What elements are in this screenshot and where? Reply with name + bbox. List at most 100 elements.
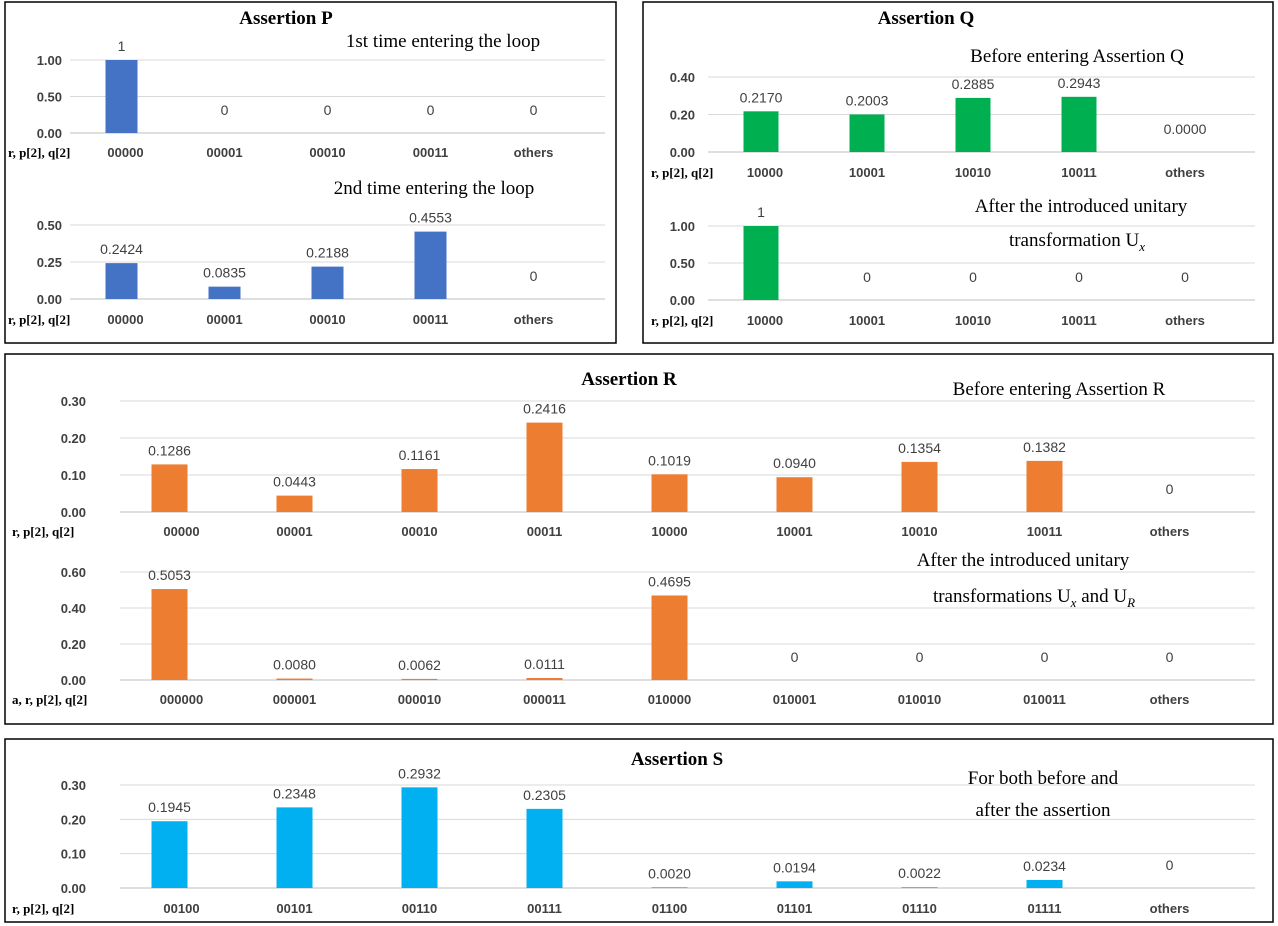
category-label: 00111 <box>527 901 562 916</box>
data-label: 0.0940 <box>773 455 816 471</box>
y-tick-label: 0.00 <box>61 505 86 520</box>
bar <box>151 464 188 512</box>
data-label: 0 <box>1166 649 1174 665</box>
category-label: 10011 <box>1027 524 1062 539</box>
category-label: others <box>1150 692 1190 707</box>
data-label: 0.0194 <box>773 859 816 875</box>
data-label: 0.2003 <box>846 92 889 108</box>
bar <box>1061 96 1097 152</box>
panel-frame-r <box>4 353 1274 725</box>
x-axis-label: a, r, p[2], q[2] <box>12 692 87 707</box>
bar <box>901 461 938 512</box>
category-label: 00000 <box>107 312 143 327</box>
bar <box>151 821 188 888</box>
x-axis-label: r, p[2], q[2] <box>651 313 713 328</box>
data-label: 0.2932 <box>398 765 441 781</box>
category-label: 00001 <box>206 312 242 327</box>
data-label: 0.0835 <box>203 265 246 281</box>
bar <box>1026 879 1063 888</box>
bar <box>743 226 779 300</box>
category-label: 00011 <box>413 312 448 327</box>
data-label: 0 <box>427 102 435 118</box>
annotation-s-line1: For both before and <box>968 768 1119 789</box>
data-label: 0.0062 <box>398 657 441 673</box>
bar <box>776 881 813 888</box>
y-tick-label: 0.00 <box>61 673 86 688</box>
data-label: 0 <box>221 102 229 118</box>
data-label: 1 <box>757 204 765 220</box>
data-label: 0.2305 <box>523 787 566 803</box>
bar <box>955 97 991 152</box>
bar <box>526 422 563 512</box>
data-label: 0.1019 <box>648 452 691 468</box>
data-label: 0 <box>1181 269 1189 285</box>
category-label: 10010 <box>901 524 937 539</box>
bar <box>526 678 563 680</box>
y-tick-label: 0.00 <box>670 145 695 160</box>
y-tick-label: 0.40 <box>61 601 86 616</box>
category-label: 00011 <box>527 524 562 539</box>
category-label: 000011 <box>523 692 566 707</box>
data-label: 0 <box>863 269 871 285</box>
data-label: 0 <box>530 268 538 284</box>
category-label: 10000 <box>651 524 687 539</box>
title-assertion-q: Assertion Q <box>878 8 975 29</box>
data-label: 0.0443 <box>273 474 316 490</box>
data-label: 0.2424 <box>100 241 143 257</box>
category-label: 010010 <box>898 692 941 707</box>
y-tick-label: 0.00 <box>670 293 695 308</box>
category-label: 10011 <box>1061 165 1096 180</box>
y-tick-label: 0.10 <box>61 847 86 862</box>
data-label: 1 <box>118 38 126 54</box>
data-label: 0.1161 <box>399 447 441 463</box>
chart-layer: 0.000.501.001000000000010000100000110oth… <box>8 38 1255 916</box>
annotation-r2-line1: After the introduced unitary <box>917 550 1130 571</box>
data-label: 0.2188 <box>306 245 349 261</box>
y-tick-label: 0.20 <box>61 431 86 446</box>
y-tick-label: 1.00 <box>37 53 62 68</box>
category-label: 010011 <box>1023 692 1066 707</box>
bar <box>208 286 241 299</box>
bar <box>901 887 938 888</box>
data-label: 0.1354 <box>898 440 941 456</box>
bar <box>151 589 188 680</box>
y-tick-label: 1.00 <box>670 219 695 234</box>
data-label: 0.4553 <box>409 210 452 226</box>
bar <box>276 495 313 512</box>
data-label: 0 <box>1166 857 1174 873</box>
bar <box>776 477 813 512</box>
x-axis-label: r, p[2], q[2] <box>8 312 70 327</box>
bar <box>311 266 344 299</box>
y-tick-label: 0.25 <box>37 255 62 270</box>
bar <box>401 678 438 680</box>
data-label: 0 <box>324 102 332 118</box>
bar <box>276 678 313 680</box>
category-label: 00101 <box>276 901 312 916</box>
category-label: others <box>1165 313 1205 328</box>
panel-frame-q <box>642 1 1274 344</box>
category-label: 00010 <box>401 524 437 539</box>
y-tick-label: 0.00 <box>37 292 62 307</box>
data-label: 0.0080 <box>273 657 316 673</box>
annotation-q1: Before entering Assertion Q <box>970 46 1184 67</box>
category-label: others <box>1150 901 1190 916</box>
title-assertion-s: Assertion S <box>631 749 723 770</box>
category-label: others <box>1150 524 1190 539</box>
x-axis-label: r, p[2], q[2] <box>651 165 713 180</box>
annotation-p2: 2nd time entering the loop <box>334 178 535 199</box>
category-label: 00010 <box>309 145 345 160</box>
annotation-p1: 1st time entering the loop <box>346 31 540 52</box>
y-tick-label: 0.40 <box>670 70 695 85</box>
category-label: 00100 <box>163 901 199 916</box>
category-label: 10001 <box>849 165 885 180</box>
category-label: 10011 <box>1061 313 1096 328</box>
x-axis-label: r, p[2], q[2] <box>12 901 74 916</box>
data-label: 0.0000 <box>1164 121 1207 137</box>
category-label: 00010 <box>309 312 345 327</box>
data-label: 0.4695 <box>648 573 691 589</box>
category-label: 01100 <box>652 901 687 916</box>
category-label: 01111 <box>1028 901 1062 916</box>
data-label: 0.1286 <box>148 442 191 458</box>
bar <box>651 887 688 888</box>
